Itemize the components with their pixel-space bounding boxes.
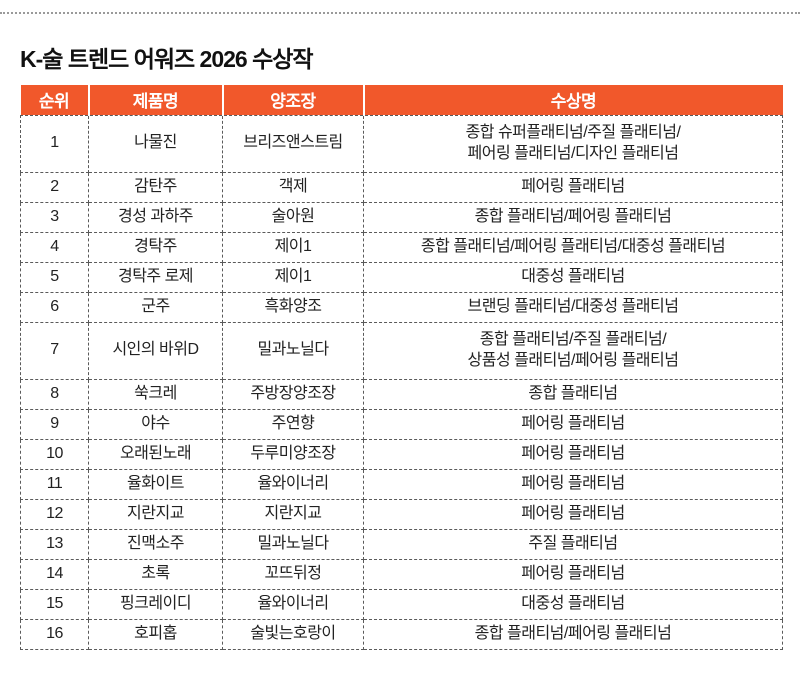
rank-cell: 3 <box>20 201 89 233</box>
product-cell: 오래된노래 <box>88 438 223 470</box>
rank-cell: 10 <box>20 438 89 470</box>
rank-cell: 9 <box>20 408 89 440</box>
table-row: 13 진맥소주 밀과노닐다 주질 플래티넘 <box>20 528 783 560</box>
product-cell: 경탁주 <box>88 231 223 263</box>
brewery-cell: 주방장양조장 <box>222 378 364 410</box>
brewery-cell: 주연향 <box>222 408 364 440</box>
top-dotted-divider <box>0 12 800 14</box>
product-cell: 감탄주 <box>88 171 223 203</box>
award-cell: 종합 플래티넘/페어링 플래티넘 <box>363 618 783 650</box>
product-cell: 군주 <box>88 291 223 323</box>
award-cell: 종합 플래티넘/페어링 플래티넘 <box>363 201 783 233</box>
product-cell: 쑥크레 <box>88 378 223 410</box>
award-cell: 종합 플래티넘 <box>363 378 783 410</box>
brewery-cell: 밀과노닐다 <box>222 528 364 560</box>
brewery-cell: 술아원 <box>222 201 364 233</box>
table-row: 4 경탁주 제이1 종합 플래티넘/페어링 플래티넘/대중성 플래티넘 <box>20 231 783 263</box>
product-cell: 야수 <box>88 408 223 440</box>
rank-cell: 11 <box>20 468 89 500</box>
rank-cell: 7 <box>20 321 89 380</box>
table-row: 5 경탁주 로제 제이1 대중성 플래티넘 <box>20 261 783 293</box>
column-header-award: 수상명 <box>362 85 783 115</box>
award-cell: 브랜딩 플래티넘/대중성 플래티넘 <box>363 291 783 323</box>
column-header-product: 제품명 <box>87 85 223 115</box>
brewery-cell: 지란지교 <box>222 498 364 530</box>
product-cell: 초록 <box>88 558 223 590</box>
product-cell: 핑크레이디 <box>88 588 223 620</box>
brewery-cell: 객제 <box>222 171 364 203</box>
rank-cell: 12 <box>20 498 89 530</box>
product-cell: 경탁주 로제 <box>88 261 223 293</box>
award-cell: 종합 플래티넘/주질 플래티넘/상품성 플래티넘/페어링 플래티넘 <box>363 321 783 380</box>
brewery-cell: 술빛는호랑이 <box>222 618 364 650</box>
rank-cell: 8 <box>20 378 89 410</box>
product-cell: 경성 과하주 <box>88 201 223 233</box>
brewery-cell: 제이1 <box>222 261 364 293</box>
rank-cell: 2 <box>20 171 89 203</box>
product-cell: 시인의 바위D <box>88 321 223 380</box>
brewery-cell: 두루미양조장 <box>222 438 364 470</box>
table-body: 1 나물진 브리즈앤스트림 종합 슈퍼플래티넘/주질 플래티넘/페어링 플래티넘/디자… <box>20 114 783 650</box>
award-cell: 페어링 플래티넘 <box>363 171 783 203</box>
award-cell: 대중성 플래티넘 <box>363 588 783 620</box>
rank-cell: 6 <box>20 291 89 323</box>
product-cell: 지란지교 <box>88 498 223 530</box>
brewery-cell: 꼬뜨뒤정 <box>222 558 364 590</box>
award-cell: 대중성 플래티넘 <box>363 261 783 293</box>
table-row: 2 감탄주 객제 페어링 플래티넘 <box>20 171 783 203</box>
brewery-cell: 율와이너리 <box>222 588 364 620</box>
award-cell: 페어링 플래티넘 <box>363 468 783 500</box>
rank-cell: 13 <box>20 528 89 560</box>
table-row: 16 호피홉 술빛는호랑이 종합 플래티넘/페어링 플래티넘 <box>20 618 783 650</box>
award-cell: 페어링 플래티넘 <box>363 558 783 590</box>
table-row: 3 경성 과하주 술아원 종합 플래티넘/페어링 플래티넘 <box>20 201 783 233</box>
brewery-cell: 밀과노닐다 <box>222 321 364 380</box>
table-row: 11 율화이트 율와이너리 페어링 플래티넘 <box>20 468 783 500</box>
product-cell: 호피홉 <box>88 618 223 650</box>
brewery-cell: 흑화양조 <box>222 291 364 323</box>
page: K-술 트렌드 어워즈 2026 수상작 순위 제품명 양조장 수상명 1 나물진 브리즈… <box>0 12 800 650</box>
award-cell: 페어링 플래티넘 <box>363 438 783 470</box>
product-cell: 나물진 <box>88 114 223 173</box>
column-header-brewery: 양조장 <box>221 85 364 115</box>
award-cell: 주질 플래티넘 <box>363 528 783 560</box>
product-cell: 율화이트 <box>88 468 223 500</box>
award-cell: 페어링 플래티넘 <box>363 498 783 530</box>
rank-cell: 15 <box>20 588 89 620</box>
table-header-row: 순위 제품명 양조장 수상명 <box>20 85 783 115</box>
rank-cell: 5 <box>20 261 89 293</box>
award-cell: 종합 슈퍼플래티넘/주질 플래티넘/페어링 플래티넘/디자인 플래티넘 <box>363 114 783 173</box>
rank-cell: 14 <box>20 558 89 590</box>
table-row: 9 야수 주연향 페어링 플래티넘 <box>20 408 783 440</box>
product-cell: 진맥소주 <box>88 528 223 560</box>
award-cell: 페어링 플래티넘 <box>363 408 783 440</box>
rank-cell: 4 <box>20 231 89 263</box>
table-row: 12 지란지교 지란지교 페어링 플래티넘 <box>20 498 783 530</box>
rank-cell: 16 <box>20 618 89 650</box>
table-row: 10 오래된노래 두루미양조장 페어링 플래티넘 <box>20 438 783 470</box>
table-row: 8 쑥크레 주방장양조장 종합 플래티넘 <box>20 378 783 410</box>
table-head: 순위 제품명 양조장 수상명 <box>20 85 783 115</box>
column-header-rank: 순위 <box>20 85 89 115</box>
table-row: 14 초록 꼬뜨뒤정 페어링 플래티넘 <box>20 558 783 590</box>
awards-table: 순위 제품명 양조장 수상명 1 나물진 브리즈앤스트림 종합 슈퍼플래티넘/주질 플래티넘… <box>20 85 783 650</box>
table-row: 6 군주 흑화양조 브랜딩 플래티넘/대중성 플래티넘 <box>20 291 783 323</box>
table-row: 1 나물진 브리즈앤스트림 종합 슈퍼플래티넘/주질 플래티넘/페어링 플래티넘/디자… <box>20 114 783 173</box>
brewery-cell: 율와이너리 <box>222 468 364 500</box>
brewery-cell: 브리즈앤스트림 <box>222 114 364 173</box>
table-row: 7 시인의 바위D 밀과노닐다 종합 플래티넘/주질 플래티넘/상품성 플래티넘/페어… <box>20 321 783 380</box>
page-title: K-술 트렌드 어워즈 2026 수상작 <box>20 46 314 72</box>
award-cell: 종합 플래티넘/페어링 플래티넘/대중성 플래티넘 <box>363 231 783 263</box>
rank-cell: 1 <box>20 114 89 173</box>
table-row: 15 핑크레이디 율와이너리 대중성 플래티넘 <box>20 588 783 620</box>
brewery-cell: 제이1 <box>222 231 364 263</box>
